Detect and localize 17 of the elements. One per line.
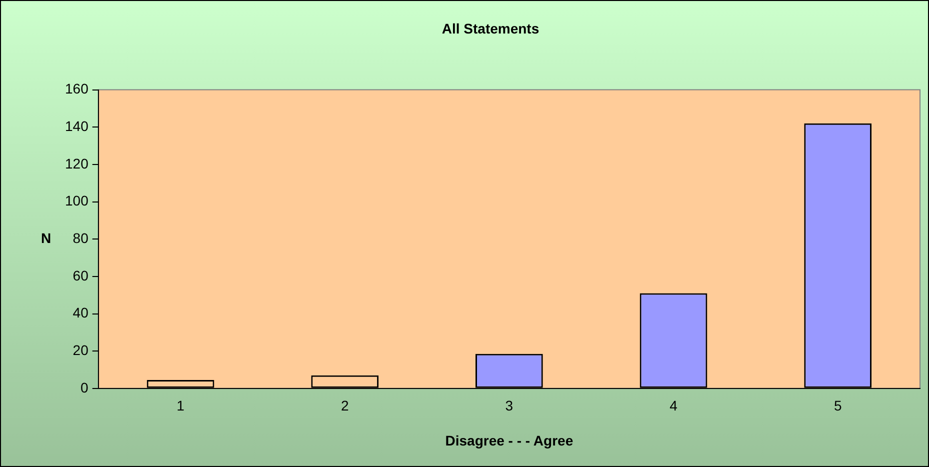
- y-tick-label: 60: [72, 267, 89, 284]
- x-tick-label: 5: [834, 398, 842, 414]
- y-tick-label: 140: [65, 118, 89, 134]
- y-tick-label: 80: [72, 230, 89, 246]
- y-tick-label: 0: [80, 379, 89, 396]
- y-tick-label: 160: [65, 80, 89, 97]
- x-axis-title: Disagree - - - Agree: [445, 432, 574, 448]
- x-tick-label: 4: [670, 398, 678, 414]
- y-tick-label: 100: [65, 192, 89, 209]
- x-tick-label: 3: [505, 398, 514, 414]
- x-tick-label: 1: [176, 398, 185, 414]
- y-tick-label: 40: [72, 304, 89, 321]
- y-tick-label: 120: [65, 155, 89, 172]
- x-tick-label: 2: [340, 398, 349, 414]
- chart-title: All Statements: [442, 20, 540, 36]
- y-axis-title: N: [40, 230, 52, 246]
- y-tick-label: 20: [72, 342, 89, 358]
